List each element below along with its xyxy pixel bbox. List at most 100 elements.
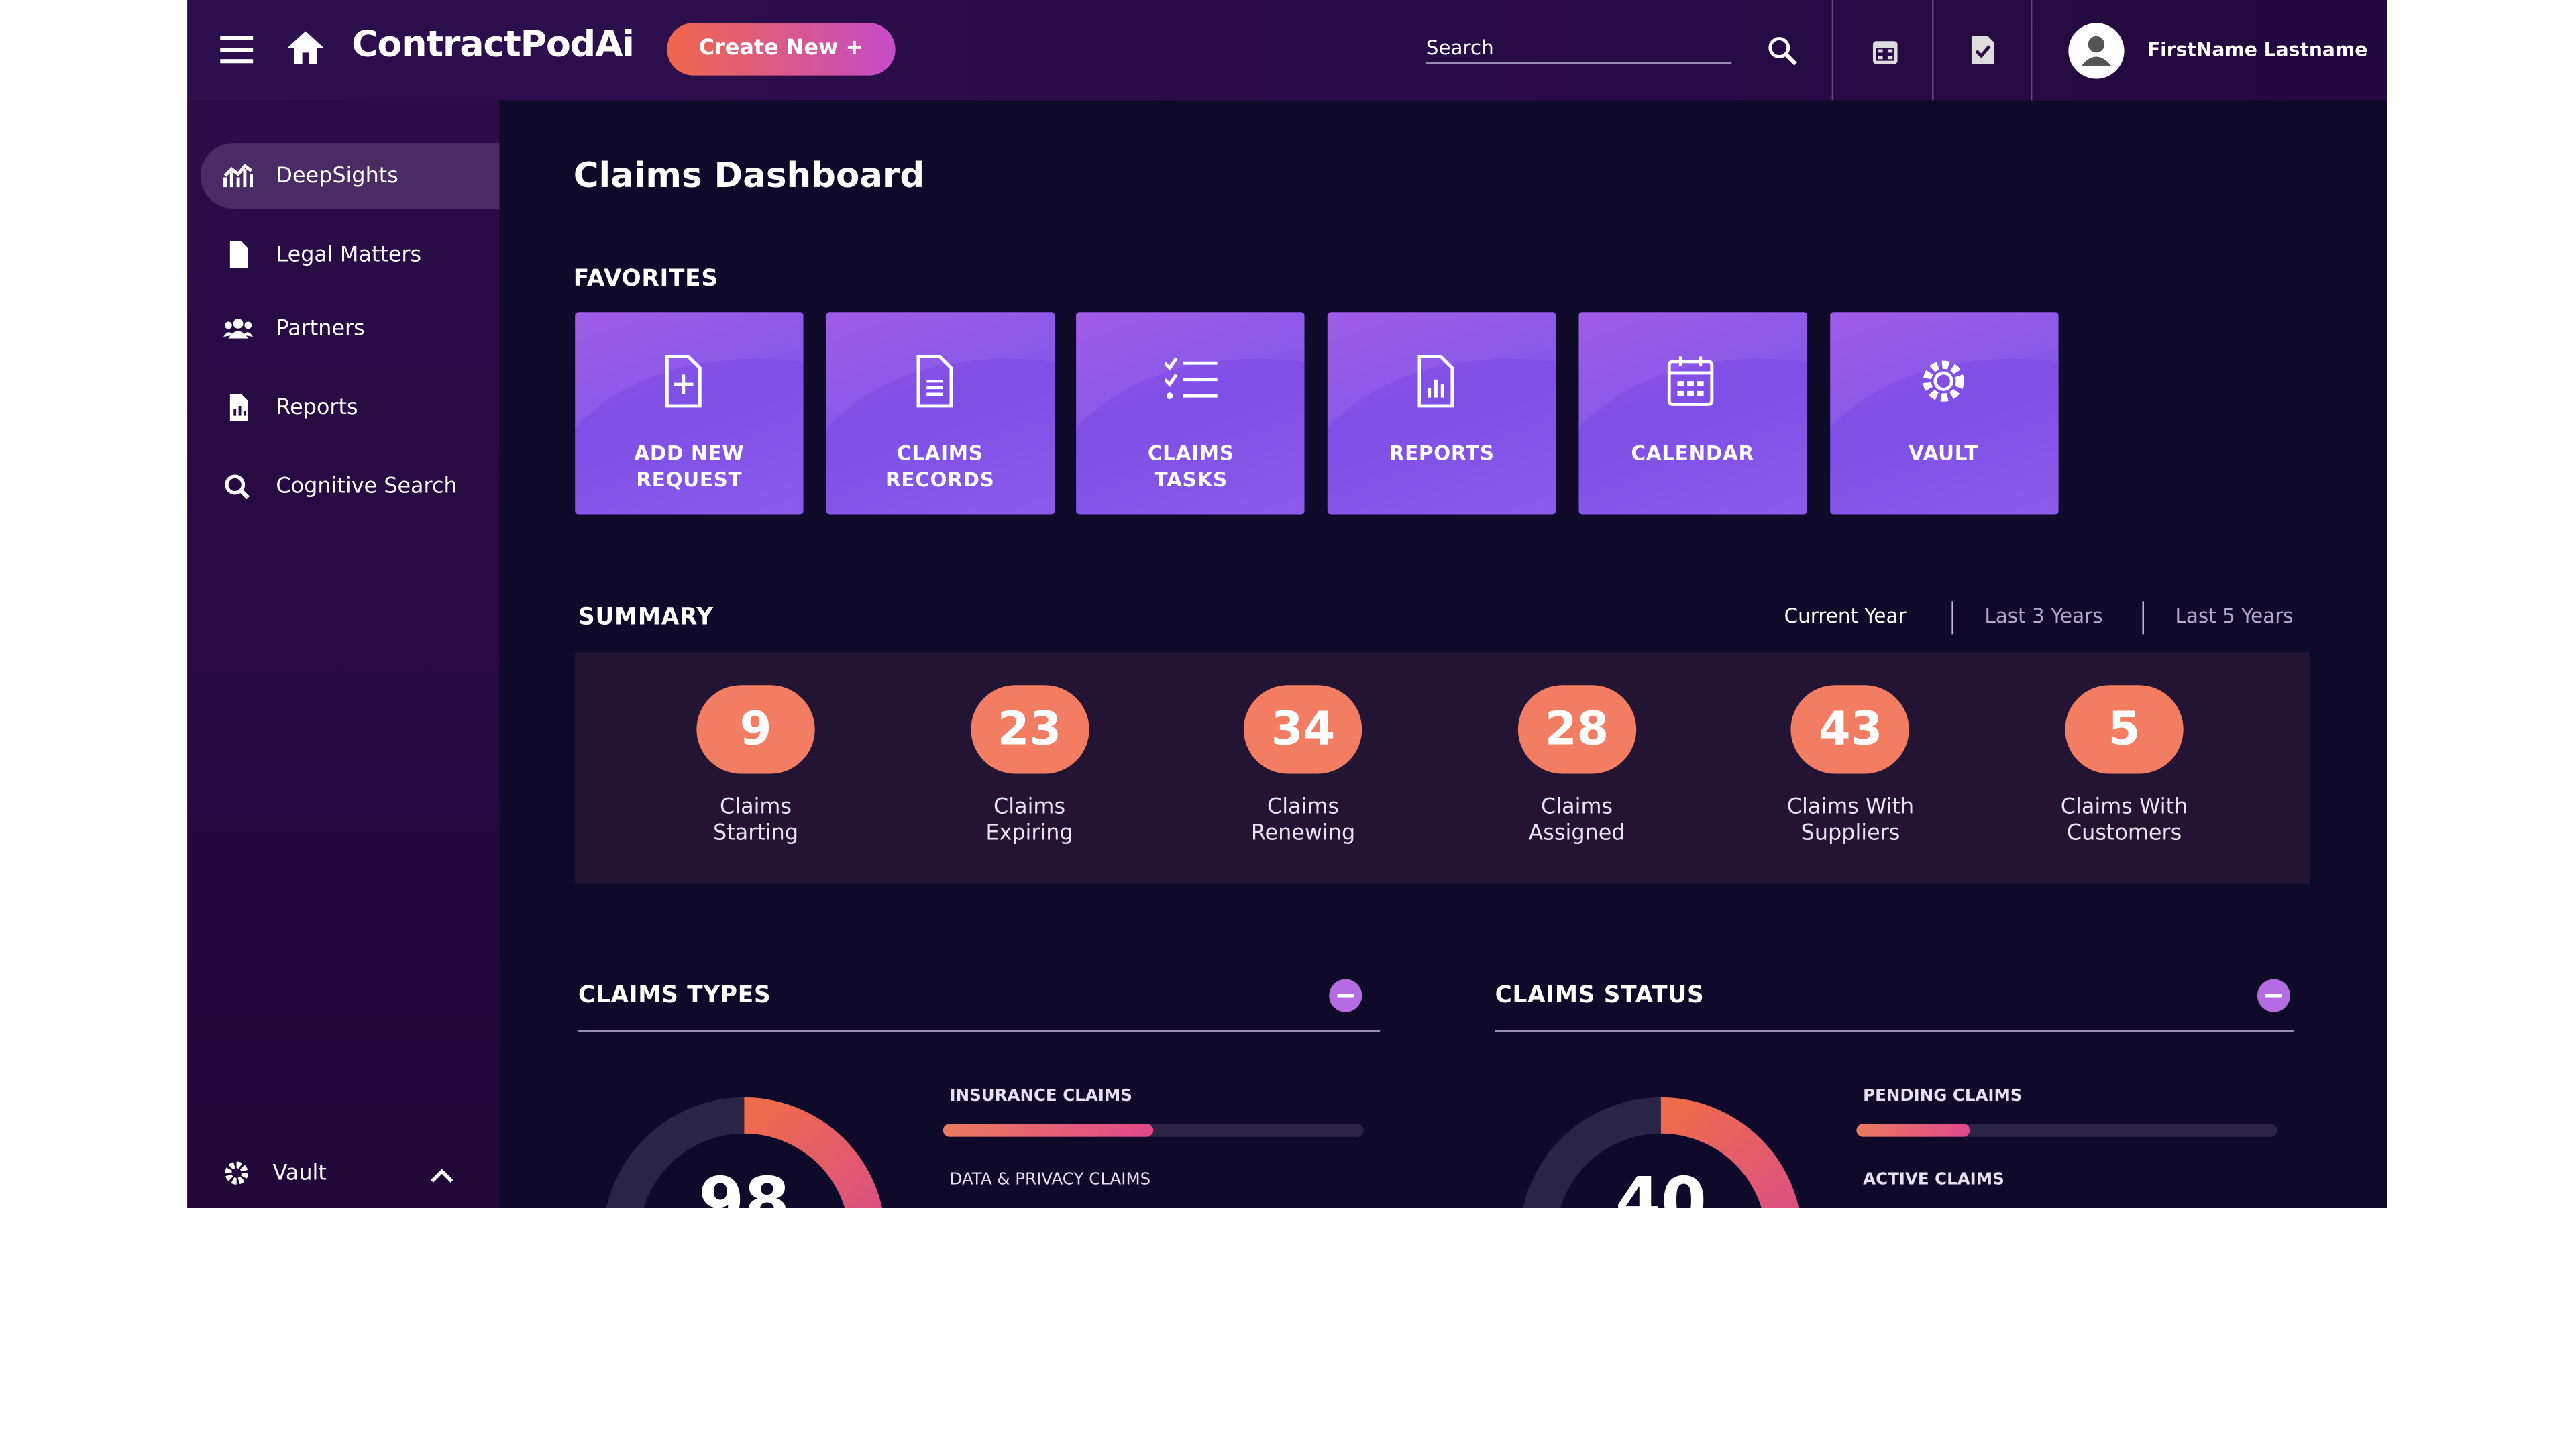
tile-label-line: REPORTS [1389, 441, 1495, 466]
user-name: FirstName Lastname [2147, 38, 2368, 61]
tile-label: CLAIMS RECORDS [826, 440, 1054, 492]
tile-label: VAULT [1829, 440, 2057, 466]
gauge-total: 40 [1615, 1165, 1707, 1208]
summary-label: Claims With Suppliers [1735, 795, 1966, 847]
nav-icon [223, 319, 254, 339]
bar-label: ACTIVE CLAIMS [1863, 1171, 2004, 1190]
tile-wave [1077, 312, 1305, 427]
nav-item[interactable]: DeepSights [200, 143, 500, 209]
summary-count: 28 [1517, 685, 1636, 774]
favorite-tile[interactable]: CLAIMS TASKS [1077, 312, 1305, 515]
panel-heading: CLAIMS TYPES [578, 982, 771, 1009]
summary-label-line: Renewing [1250, 821, 1356, 847]
bar-label: INSURANCE CLAIMS [949, 1087, 1132, 1106]
nav-item[interactable]: Partners [201, 296, 500, 362]
bar-label: DATA & PRIVACY CLAIMS [949, 1171, 1151, 1190]
summary-label-line: Expiring [985, 821, 1073, 847]
brand: ContractPodAi [352, 24, 635, 66]
bar-label: PENDING CLAIMS [1863, 1087, 2023, 1106]
summary-count: 34 [1244, 685, 1362, 774]
progress-fill [1856, 1124, 1970, 1137]
top-bar: ContractPodAi Create New + Search FirstN… [187, 0, 2387, 101]
tile-icon [1165, 357, 1218, 400]
search-input[interactable]: Search [1426, 36, 1732, 64]
nav-icon [223, 163, 254, 188]
tab-divider [1951, 601, 1953, 635]
summary-label-line: Starting [713, 821, 799, 847]
tile-label-line: VAULT [1909, 441, 1979, 466]
tile-label-line: REQUEST [636, 468, 743, 492]
search-placeholder: Search [1426, 36, 1494, 60]
summary-label-line: Claims With [1786, 795, 1915, 820]
avatar[interactable] [2068, 23, 2125, 79]
tile-label-line: CLAIMS [1147, 441, 1234, 466]
summary-count: 9 [696, 685, 815, 774]
favorite-tile[interactable]: VAULT [1829, 312, 2058, 515]
tile-label: CALENDAR [1578, 440, 1807, 466]
tile-icon [1667, 356, 1713, 406]
summary-label-line: Assigned [1528, 821, 1625, 847]
chevron-up[interactable] [431, 1168, 453, 1183]
tile-label-line: RECORDS [885, 468, 995, 492]
progress-fill [943, 1124, 1154, 1137]
vault-menu[interactable]: Vault [223, 1160, 327, 1186]
nav-label: Partners [276, 316, 365, 341]
divider [1932, 0, 1934, 101]
create-new-button[interactable]: Create New + [667, 23, 896, 76]
summary-label: Claims With Customers [2009, 795, 2239, 847]
divider [2030, 0, 2033, 101]
gauge-ring [1523, 1097, 1799, 1208]
collapse-button[interactable] [1329, 979, 1362, 1012]
tab-divider [2142, 601, 2144, 635]
summary-label-line: Claims [1267, 795, 1340, 820]
nav-label: Legal Matters [276, 242, 422, 267]
nav-item[interactable]: Cognitive Search [201, 453, 500, 519]
summary-label: Claims Renewing [1188, 795, 1418, 847]
tile-wave [826, 312, 1055, 427]
favorite-tile[interactable]: CLAIMS RECORDS [826, 312, 1055, 515]
tile-label: ADD NEW REQUEST [575, 440, 803, 492]
panel-rule [578, 1030, 1381, 1032]
summary-label: Claims Expiring [914, 795, 1144, 847]
gauge: 40 [1515, 1093, 1807, 1208]
gauge-ring [606, 1097, 882, 1208]
favorite-tile[interactable]: REPORTS [1328, 312, 1556, 515]
gauge-total: 98 [698, 1165, 790, 1208]
gauge: 98 [598, 1093, 890, 1208]
calendar-icon[interactable] [1872, 38, 1898, 64]
summary-label-line: Claims [1541, 795, 1613, 820]
panel-heading: CLAIMS STATUS [1495, 982, 1705, 1009]
tile-wave [1578, 312, 1807, 427]
tile-label: REPORTS [1328, 440, 1556, 466]
nav-icon [225, 474, 250, 500]
period-tab[interactable]: Current Year [1784, 604, 1907, 628]
period-tab[interactable]: Last 3 Years [1984, 604, 2103, 628]
summary-label-line: Claims With [2060, 795, 2188, 820]
summary-heading: SUMMARY [578, 604, 714, 631]
menu-icon[interactable] [220, 33, 256, 66]
summary-label: Claims Starting [641, 795, 871, 847]
nav-label: Cognitive Search [276, 474, 458, 499]
tile-icon [1922, 360, 1964, 402]
summary-label-line: Customers [2066, 821, 2182, 847]
tile-wave [1829, 312, 2058, 427]
collapse-button[interactable] [2257, 979, 2290, 1012]
create-new-label: Create New [698, 36, 839, 61]
task-icon[interactable] [1971, 36, 1995, 64]
favorite-tile[interactable]: ADD NEW REQUEST [575, 312, 804, 515]
summary-label: Claims Assigned [1462, 795, 1692, 847]
tile-icon [1417, 354, 1454, 408]
home-icon[interactable] [286, 30, 325, 66]
nav-item[interactable]: Legal Matters [201, 222, 500, 288]
search-icon[interactable] [1768, 36, 1797, 66]
divider [1831, 0, 1834, 101]
nav-item[interactable]: Reports [201, 374, 500, 440]
favorite-tile[interactable]: CALENDAR [1578, 312, 1807, 515]
favorites-heading: FAVORITES [573, 266, 718, 292]
sidebar: DeepSights Legal Matters Partners Report… [187, 100, 500, 1208]
period-tab[interactable]: Last 5 Years [2175, 604, 2294, 628]
summary-count: 23 [970, 685, 1089, 774]
tile-label-line: CLAIMS [896, 441, 983, 466]
